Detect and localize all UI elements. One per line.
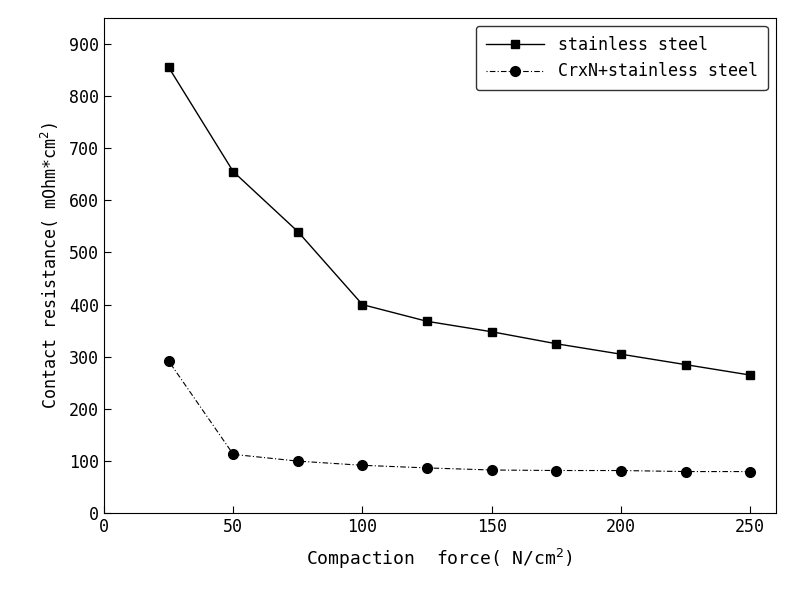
Line: stainless steel: stainless steel	[165, 63, 754, 379]
CrxN+stainless steel	[358, 462, 367, 469]
X-axis label: Compaction  force( N/cm$^2$): Compaction force( N/cm$^2$)	[306, 548, 574, 571]
Y-axis label: Contact resistance( mOhm*cm$^2$): Contact resistance( mOhm*cm$^2$)	[38, 122, 61, 409]
CrxN+stainless steel	[746, 468, 755, 475]
Line: CrxN+stainless steel: CrxN+stainless steel	[164, 356, 755, 477]
stainless steel	[358, 301, 367, 308]
stainless steel	[164, 64, 174, 71]
CrxN+stainless steel	[293, 458, 302, 465]
stainless steel	[746, 372, 755, 379]
CrxN+stainless steel	[681, 468, 690, 475]
CrxN+stainless steel	[616, 467, 626, 474]
stainless steel	[681, 361, 690, 368]
stainless steel	[551, 340, 561, 348]
CrxN+stainless steel	[229, 451, 238, 458]
CrxN+stainless steel	[551, 467, 561, 474]
stainless steel	[616, 350, 626, 358]
CrxN+stainless steel	[164, 358, 174, 365]
stainless steel	[487, 328, 497, 335]
stainless steel	[422, 318, 432, 325]
CrxN+stainless steel	[487, 467, 497, 474]
stainless steel	[293, 228, 302, 235]
CrxN+stainless steel	[422, 464, 432, 471]
Legend: stainless steel, CrxN+stainless steel: stainless steel, CrxN+stainless steel	[476, 26, 768, 90]
stainless steel	[229, 168, 238, 175]
